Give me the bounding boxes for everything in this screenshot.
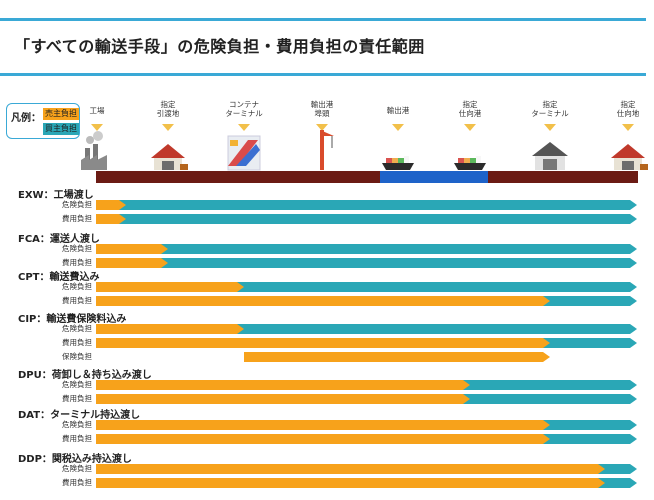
stage-label-5: 指定 仕向港	[458, 100, 482, 118]
term-row-label: 費用負担	[62, 338, 92, 347]
term-title: CIP：輸送費保険料込み	[18, 314, 127, 325]
term-title: CPT：輸送費込み	[18, 272, 100, 283]
term-row-label: 危険負担	[62, 200, 92, 209]
stage-label-0: 工場	[89, 106, 105, 115]
container-terminal-icon	[227, 135, 261, 171]
stage-label-4: 輸出港	[386, 106, 410, 115]
terminal-building-icon	[532, 142, 568, 170]
seller-bar	[96, 258, 168, 268]
header-bottom-rule	[0, 73, 646, 76]
legend-label: 凡例：	[11, 113, 41, 124]
term-row-label: 保険負担	[62, 352, 92, 361]
seller-bar	[96, 200, 126, 210]
stage-label-7: 指定 仕向地	[616, 100, 640, 118]
term-row-label: 費用負担	[62, 258, 92, 267]
warehouse-icon	[611, 144, 648, 170]
page-title: 「すべての輸送手段」の危険負担・費用負担の責任範囲	[14, 37, 425, 56]
stage-pointer	[464, 124, 476, 131]
seller-bar	[96, 214, 126, 224]
route-sea	[380, 171, 488, 183]
term-row-label: 危険負担	[62, 282, 92, 291]
term-row-label: 費用負担	[62, 478, 92, 487]
legend: 凡例： 売主負担 買主負担	[6, 103, 80, 139]
term-row-label: 危険負担	[62, 324, 92, 333]
seller-bar	[96, 478, 605, 488]
stage-pointer	[316, 124, 328, 131]
factory-icon	[81, 131, 107, 170]
seller-bar	[96, 464, 605, 474]
seller-bar	[96, 282, 244, 292]
stage-pointer	[392, 124, 404, 131]
buyer-bar	[96, 258, 637, 268]
buyer-bar	[96, 214, 637, 224]
legend-buyer-swatch: 買主負担	[43, 123, 79, 135]
seller-bar	[96, 338, 550, 348]
seller-bar	[244, 352, 550, 362]
seller-bar	[96, 394, 470, 404]
warehouse-icon	[151, 144, 188, 170]
ship-icon	[454, 156, 486, 170]
seller-bar	[96, 434, 550, 444]
ship-icon	[382, 156, 414, 170]
seller-bar	[96, 244, 168, 254]
route-ground	[96, 171, 638, 183]
seller-bar	[96, 380, 470, 390]
term-row-label: 危険負担	[62, 244, 92, 253]
term-title: DAT：ターミナル持込渡し	[18, 410, 141, 421]
term-row-label: 危険負担	[62, 464, 92, 473]
stage-label-2: コンテナ ターミナル	[225, 100, 263, 118]
header-top-rule	[0, 18, 646, 21]
term-title: DPU：荷卸し＆持ち込み渡し	[18, 370, 152, 381]
seller-bar	[96, 420, 550, 430]
term-title: FCA：運送人渡し	[18, 234, 100, 245]
legend-seller-swatch: 売主負担	[43, 108, 79, 120]
buyer-bar	[96, 200, 637, 210]
crane-icon	[320, 130, 334, 170]
stage-label-3: 輸出港 埠頭	[310, 100, 334, 118]
term-row-label: 費用負担	[62, 296, 92, 305]
term-row-label: 費用負担	[62, 214, 92, 223]
term-title: EXW：工場渡し	[18, 190, 94, 201]
term-title: DDP：関税込み持込渡し	[18, 454, 132, 465]
stage-label-6: 指定 ターミナル	[531, 100, 569, 118]
term-row-label: 費用負担	[62, 394, 92, 403]
stage-pointer	[162, 124, 174, 131]
stage-pointer	[238, 124, 250, 131]
seller-bar	[96, 324, 244, 334]
stage-pointer	[91, 124, 103, 131]
stage-label-1: 指定 引渡地	[156, 100, 180, 118]
term-row-label: 危険負担	[62, 380, 92, 389]
seller-bar	[96, 296, 550, 306]
stage-pointer	[544, 124, 556, 131]
buyer-bar	[96, 244, 637, 254]
term-row-label: 危険負担	[62, 420, 92, 429]
stage-pointer	[622, 124, 634, 131]
term-row-label: 費用負担	[62, 434, 92, 443]
